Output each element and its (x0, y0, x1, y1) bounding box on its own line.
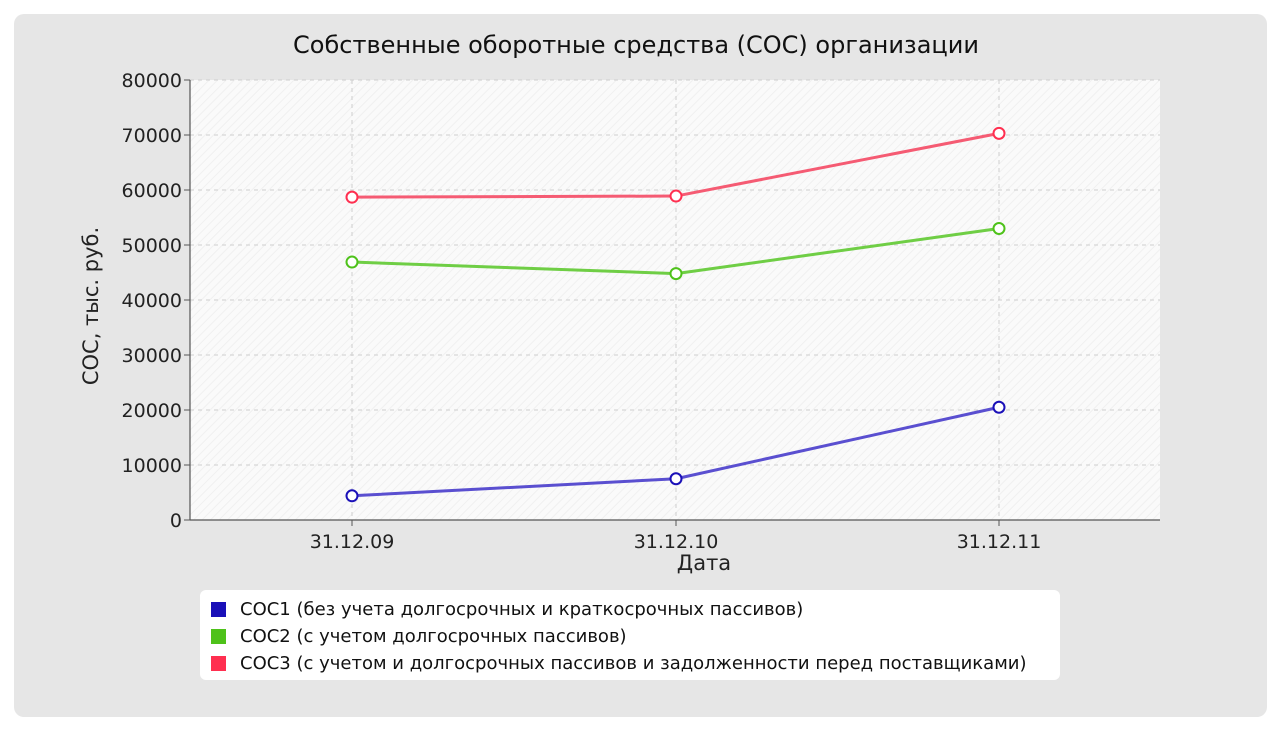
x-axis-title: Дата (677, 551, 731, 575)
chart-title: Собственные оборотные средства (СОС) орг… (293, 31, 979, 59)
y-tick-label: 70000 (122, 125, 182, 147)
data-point-series-1 (992, 400, 1006, 414)
legend-item-2: СОС2 (с учетом долгосрочных пассивов) (210, 623, 1060, 650)
data-point-series-2 (669, 267, 683, 281)
legend-item-1: СОС1 (без учета долгосрочных и краткосро… (210, 596, 1060, 623)
data-point-series-2 (992, 222, 1006, 235)
legend-swatch (211, 629, 226, 644)
legend: СОС1 (без учета долгосрочных и краткосро… (200, 590, 1060, 680)
y-axis-title: СОС, тыс. руб. (79, 227, 103, 385)
data-point-series-1 (345, 489, 359, 503)
legend-item-3: СОС3 (с учетом и долгосрочных пассивов и… (210, 650, 1060, 677)
x-tick-label: 31.12.11 (957, 531, 1042, 553)
y-tick-label: 80000 (122, 70, 182, 92)
data-point-series-3 (345, 190, 359, 204)
y-tick-label: 20000 (122, 400, 182, 422)
legend-swatch (211, 602, 226, 617)
y-tick-label: 10000 (122, 455, 182, 477)
series-layer (345, 126, 1006, 503)
x-tick-label: 31.12.10 (634, 531, 719, 553)
legend-swatch (211, 656, 226, 671)
data-point-series-2 (345, 255, 359, 269)
y-tick-label: 60000 (122, 180, 182, 202)
y-tick-label: 0 (170, 510, 182, 532)
axes: 0 10000 20000 30000 40000 50000 60000 70000 8000… (122, 70, 1160, 553)
legend-label: СОС2 (с учетом долгосрочных пассивов) (240, 626, 627, 647)
y-tick-label: 40000 (122, 290, 182, 312)
data-point-series-3 (669, 189, 683, 203)
legend-label: СОС1 (без учета долгосрочных и краткосро… (240, 599, 804, 620)
data-point-series-1 (669, 472, 683, 486)
x-tick-label: 31.12.09 (310, 531, 395, 553)
legend-label: СОС3 (с учетом и долгосрочных пассивов и… (240, 653, 1027, 674)
y-tick-label: 50000 (122, 235, 182, 257)
y-tick-label: 30000 (122, 345, 182, 367)
data-point-series-3 (992, 126, 1006, 140)
